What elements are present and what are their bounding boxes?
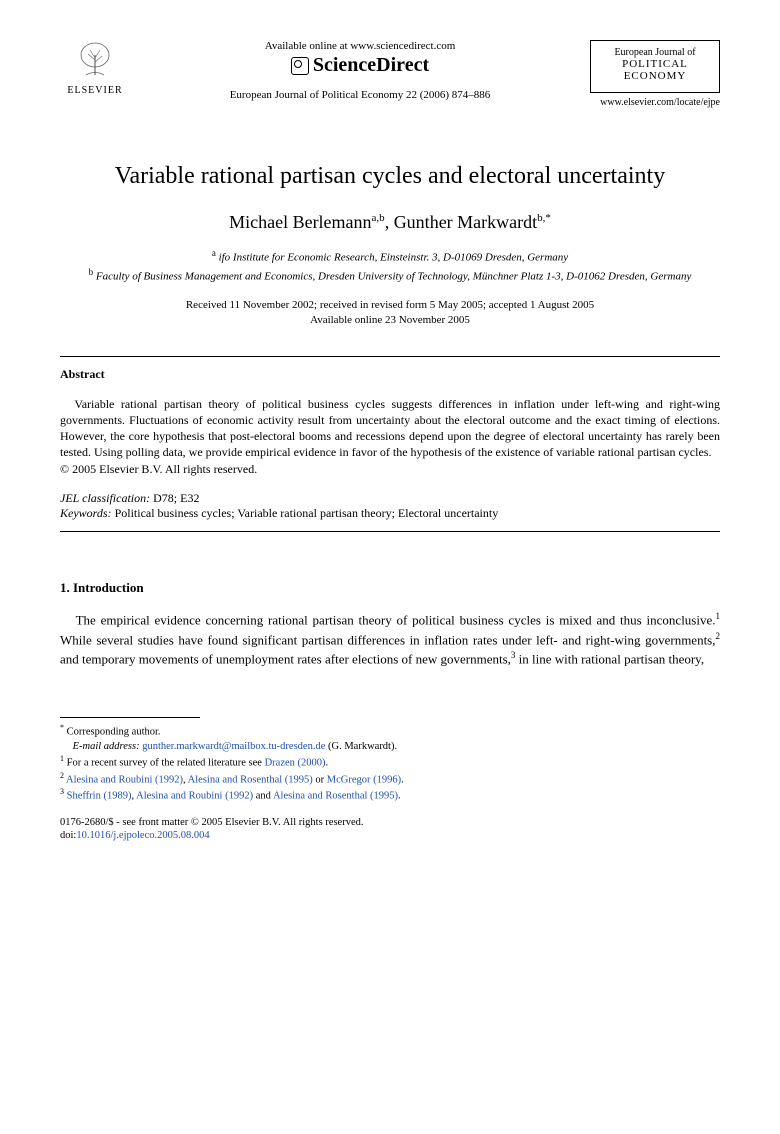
elsevier-tree-icon: [60, 40, 130, 85]
section-1-heading: 1. Introduction: [60, 580, 720, 596]
s1-part1: The empirical evidence concerning ration…: [76, 613, 716, 628]
journal-cover-line2: POLITICAL: [597, 58, 713, 70]
article-title: Variable rational partisan cycles and el…: [60, 163, 720, 190]
author-1-affiliation-sup: a,b: [372, 212, 385, 224]
journal-box-wrapper: European Journal of POLITICAL ECONOMY ww…: [590, 40, 720, 108]
abstract-copyright: © 2005 Elsevier B.V. All rights reserved…: [60, 462, 720, 477]
affiliations-block: a ifo Institute for Economic Research, E…: [60, 247, 720, 284]
page-header: ELSEVIER Available online at www.science…: [60, 40, 720, 108]
s1-part3: and temporary movements of unemployment …: [60, 652, 511, 667]
available-online-text: Available online at www.sciencedirect.co…: [130, 40, 590, 52]
journal-cover-box: European Journal of POLITICAL ECONOMY: [590, 40, 720, 93]
page-footer-info: 0176-2680/$ - see front matter © 2005 El…: [60, 816, 720, 843]
doi-link[interactable]: 10.1016/j.ejpoleco.2005.08.004: [76, 830, 209, 841]
email-label: E-mail address:: [73, 741, 140, 752]
footnote-2: 2 Alesina and Roubini (1992), Alesina an…: [60, 771, 720, 788]
footnote-1: 1 For a recent survey of the related lit…: [60, 754, 720, 771]
journal-cover-line1: European Journal of: [597, 47, 713, 58]
footnote-corresponding: * Corresponding author.: [60, 723, 720, 740]
corr-text: Corresponding author.: [64, 726, 161, 737]
footnote-divider: [60, 717, 200, 718]
author-1-name: Michael Berlemann: [229, 212, 371, 232]
s1-part2: While several studies have found signifi…: [60, 632, 716, 647]
sciencedirect-icon: [291, 57, 309, 75]
publisher-logo: ELSEVIER: [60, 40, 130, 96]
doi-line: doi:10.1016/j.ejpoleco.2005.08.004: [60, 829, 720, 843]
keywords-line: Keywords: Political business cycles; Var…: [60, 506, 720, 521]
locate-url: www.elsevier.com/locate/ejpe: [590, 97, 720, 108]
section-1-paragraph: The empirical evidence concerning ration…: [60, 610, 720, 669]
corresponding-email[interactable]: gunther.markwardt@mailbox.tu-dresden.de: [140, 741, 326, 752]
divider-top: [60, 356, 720, 357]
f3-citation-link-1[interactable]: Sheffrin (1989): [67, 791, 132, 802]
front-matter-line: 0176-2680/$ - see front matter © 2005 El…: [60, 816, 720, 830]
f2-citation-link-3[interactable]: McGregor (1996): [327, 774, 401, 785]
affil-b-text: Faculty of Business Management and Econo…: [96, 270, 691, 282]
sciencedirect-logo: ScienceDirect: [130, 54, 590, 77]
f2-mid2: or: [313, 774, 327, 785]
keywords-label: Keywords:: [60, 506, 112, 520]
article-dates: Received 11 November 2002; received in r…: [60, 298, 720, 328]
journal-reference: European Journal of Political Economy 22…: [130, 89, 590, 101]
f3-tail: .: [398, 791, 401, 802]
journal-cover-line3: ECONOMY: [597, 70, 713, 82]
doi-label: doi:: [60, 830, 76, 841]
f2-citation-link-1[interactable]: Alesina and Roubini (1992): [66, 774, 183, 785]
f2-tail: .: [401, 774, 404, 785]
f2-citation-link-2[interactable]: Alesina and Rosenthal (1995): [188, 774, 313, 785]
f3-citation-link-3[interactable]: Alesina and Rosenthal (1995): [273, 791, 398, 802]
author-2-affiliation-sup: b,*: [537, 212, 551, 224]
s1-part4: in line with rational partisan theory,: [515, 652, 704, 667]
sciencedirect-text: ScienceDirect: [313, 54, 429, 77]
jel-codes: D78; E32: [150, 491, 199, 505]
f1-text: For a recent survey of the related liter…: [64, 757, 265, 768]
footnote-3: 3 Sheffrin (1989), Alesina and Roubini (…: [60, 787, 720, 804]
affil-a-sup: a: [212, 248, 216, 258]
f1-tail: .: [326, 757, 329, 768]
affil-a-text: ifo Institute for Economic Research, Ein…: [219, 252, 569, 264]
f3-mid2: and: [253, 791, 273, 802]
affil-b-sup: b: [89, 267, 94, 277]
abstract-heading: Abstract: [60, 367, 720, 382]
dates-line2: Available online 23 November 2005: [310, 314, 470, 326]
author-2-name: Gunther Markwardt: [394, 212, 537, 232]
s1-footnote-ref-1[interactable]: 1: [716, 611, 721, 621]
publisher-name: ELSEVIER: [60, 85, 130, 96]
divider-bottom: [60, 531, 720, 532]
center-header: Available online at www.sciencedirect.co…: [130, 40, 590, 101]
f3-citation-link-2[interactable]: Alesina and Roubini (1992): [136, 791, 253, 802]
keywords-text: Political business cycles; Variable rati…: [112, 506, 499, 520]
abstract-text: Variable rational partisan theory of pol…: [60, 396, 720, 461]
jel-label: JEL classification:: [60, 491, 150, 505]
s1-footnote-ref-2[interactable]: 2: [716, 631, 721, 641]
email-tail: (G. Markwardt).: [325, 741, 397, 752]
jel-classification: JEL classification: D78; E32: [60, 491, 720, 506]
footnote-email: E-mail address: gunther.markwardt@mailbo…: [60, 740, 720, 754]
authors-line: Michael Berlemanna,b, Gunther Markwardtb…: [60, 212, 720, 233]
dates-line1: Received 11 November 2002; received in r…: [186, 299, 594, 311]
footnotes-block: * Corresponding author. E-mail address: …: [60, 723, 720, 804]
f1-citation-link[interactable]: Drazen (2000): [265, 757, 326, 768]
